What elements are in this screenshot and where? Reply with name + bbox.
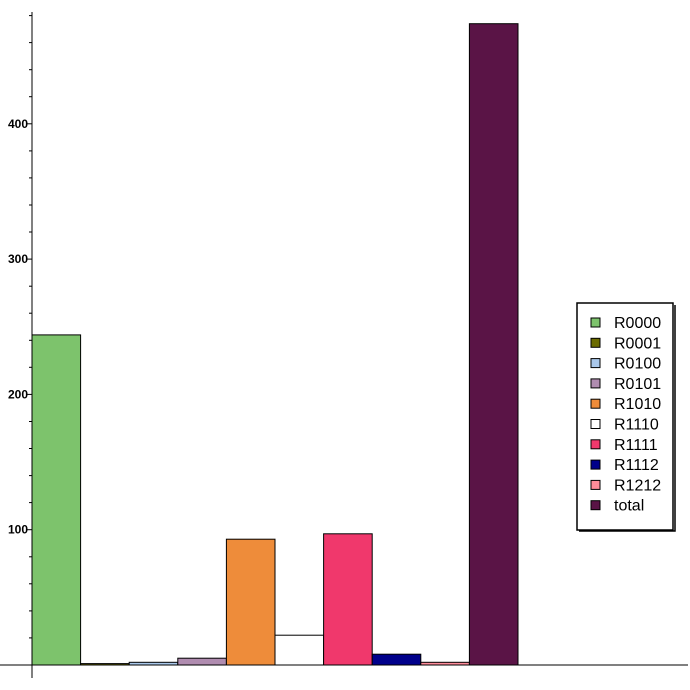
legend-swatch-r1110 [590,419,601,429]
legend-swatch-r1212 [590,479,601,490]
y-tick-label: 400 [8,117,28,131]
legend-swatch-r1010 [590,398,601,409]
y-tick-label: 200 [8,387,28,401]
bar-r1112 [371,653,422,666]
bar-r1110 [274,634,325,666]
legend-label-r1212: R1212 [614,477,661,494]
y-tick-label: 100 [8,523,28,537]
bar-r1111 [323,533,373,666]
bars-group [31,23,519,666]
legend-swatch-r0101 [590,378,601,389]
legend: R0000 R0001 R0100 R0101 R1010 R1110 R1111 R1112… [576,302,676,532]
bar-r1010 [225,538,276,666]
legend-label-r1111: R1111 [614,437,658,454]
legend-swatch-total [590,500,601,511]
legend-label-r0100: R0100 [614,356,661,373]
legend-shadow [579,305,676,532]
legend-swatch-r1111 [590,439,601,450]
legend-label-r0001: R0001 [614,335,661,352]
legend-swatch-r0000 [590,317,601,328]
bar-r0101 [177,657,227,666]
legend-label-r1010: R1010 [614,396,661,413]
legend-label-r0000: R0000 [614,315,661,332]
legend-label-total: total [614,498,644,515]
bar-total [468,23,519,666]
legend-swatch-r1112 [590,459,601,470]
y-ticks-group: 100 200 300 400 [8,15,32,639]
legend-swatch-r0100 [590,358,601,369]
bar-r0000 [31,334,82,666]
legend-label-r0101: R0101 [614,376,661,393]
legend-swatch-r0001 [590,337,601,348]
y-tick-label: 300 [8,252,28,266]
legend-label-r1110: R1110 [614,417,659,434]
axes-group [0,12,688,678]
legend-label-r1112: R1112 [614,457,659,474]
